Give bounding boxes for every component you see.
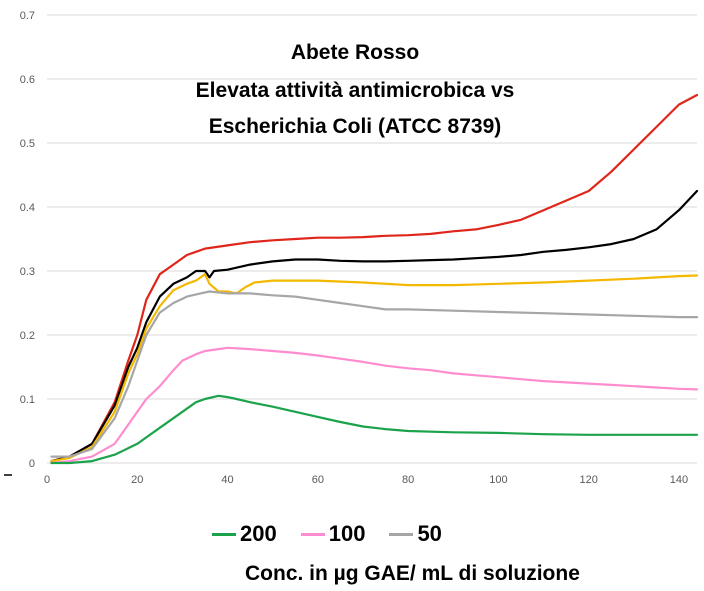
gridlines [47, 14, 697, 400]
y-tick-label: 0.6 [20, 74, 35, 86]
series-lines [50, 93, 699, 465]
series-line-unlabeled-3 [50, 273, 699, 463]
legend-label-200: 200 [240, 521, 277, 546]
legend-label-100: 100 [328, 521, 366, 546]
legend-swatch-200 [212, 532, 236, 536]
y-tick-label: 0.3 [20, 266, 35, 278]
legend-swatch-50 [389, 532, 414, 536]
legend-label-50: 50 [417, 521, 442, 546]
x-tick-label: 0 [44, 474, 50, 486]
chart-title-line-2: Elevata attività antimicrobica vs [195, 79, 515, 102]
legend-item-50: 50 [389, 521, 442, 547]
x-tick-label: 120 [579, 474, 597, 486]
y-tick-label: 0.4 [20, 202, 35, 214]
series-line-unlabeled-1 [50, 93, 699, 463]
axes: 0 0.1 0.2 0.3 0.4 0.5 0.6 0.7 0 20 40 60 80 100 120 140 [4, 10, 697, 486]
chart-title-line-1: Abete Rosso [290, 41, 420, 64]
series-line-50 [50, 290, 699, 458]
concentration-caption: Conc. in µg GAE/ mL di soluzione [245, 562, 580, 585]
y-tick-label: 0 [29, 458, 35, 470]
x-tick-label: 80 [402, 474, 414, 486]
y-tick-label: 0.5 [20, 138, 35, 150]
legend-swatch-100 [300, 532, 325, 536]
legend-item-200: 200 [212, 521, 277, 547]
chart-title-line-3: Escherichia Coli (ATCC 8739) [208, 115, 502, 138]
y-tick-label: 0.7 [20, 10, 35, 22]
x-tick-label: 20 [131, 474, 143, 486]
legend: 200 100 50 [212, 521, 466, 547]
y-tick-label: 0.2 [20, 330, 35, 342]
x-tick-label: 100 [489, 474, 507, 486]
y-tick-label: 0.1 [20, 394, 35, 406]
x-tick-label: 40 [221, 474, 233, 486]
x-tick-label: 140 [670, 474, 688, 486]
series-line-200 [50, 394, 699, 465]
x-tick-label: 60 [312, 474, 324, 486]
legend-item-100: 100 [300, 521, 366, 547]
series-line-100 [50, 346, 699, 465]
series-line-unlabeled-2 [50, 189, 699, 463]
